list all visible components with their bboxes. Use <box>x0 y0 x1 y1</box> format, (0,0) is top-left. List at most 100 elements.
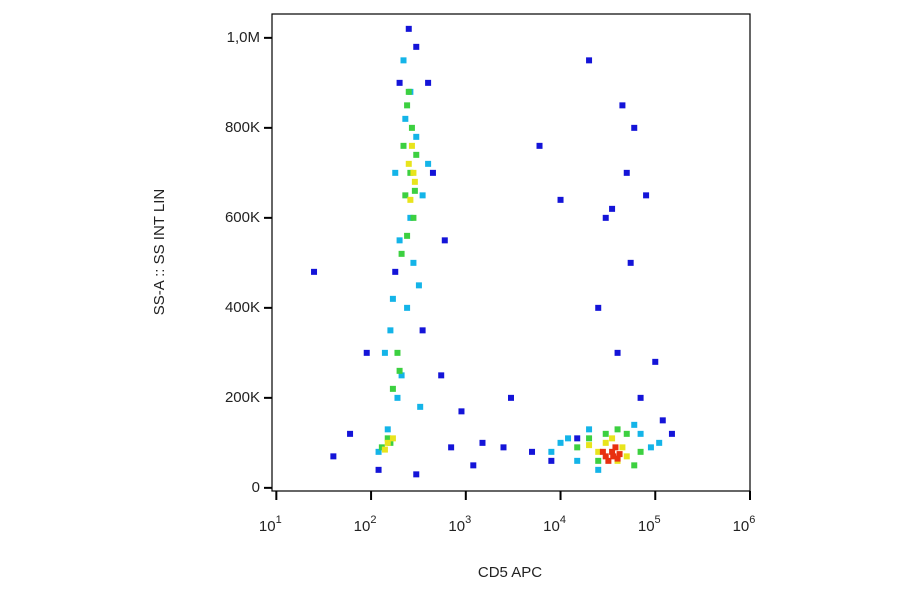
point <box>398 250 405 257</box>
point <box>614 455 621 462</box>
point <box>586 435 593 442</box>
point <box>652 358 659 365</box>
point <box>623 430 630 437</box>
x-tick-base: 10 <box>259 518 276 535</box>
point <box>384 435 391 442</box>
point <box>405 25 412 32</box>
point <box>413 43 420 50</box>
point <box>631 421 638 428</box>
point <box>410 169 417 176</box>
x-tick-exponent: 6 <box>749 514 755 526</box>
point <box>375 448 382 455</box>
point <box>441 237 448 244</box>
point <box>389 435 396 442</box>
point <box>619 444 626 451</box>
point <box>500 444 507 451</box>
point <box>458 408 465 415</box>
point <box>574 435 581 442</box>
point <box>392 268 399 275</box>
point <box>595 448 602 455</box>
y-tick-label: 1,0M <box>227 29 260 46</box>
point <box>410 214 417 221</box>
y-tick-label: 800K <box>225 119 260 136</box>
point <box>415 282 422 289</box>
point <box>619 102 626 109</box>
point <box>413 151 420 158</box>
point <box>404 232 411 239</box>
y-axis-label: SS-A :: SS INT LIN <box>151 189 168 315</box>
point <box>384 439 391 446</box>
point <box>610 453 617 460</box>
y-tick-label: 400K <box>225 299 260 316</box>
point <box>602 214 609 221</box>
point <box>429 169 436 176</box>
y-tick-label: 600K <box>225 209 260 226</box>
point <box>438 372 445 379</box>
point <box>631 124 638 131</box>
x-tick-base: 10 <box>543 518 560 535</box>
point <box>616 451 623 458</box>
point <box>647 444 654 451</box>
point <box>411 187 418 194</box>
point <box>384 426 391 433</box>
point <box>425 160 432 167</box>
point <box>602 430 609 437</box>
point <box>392 169 399 176</box>
point <box>599 448 606 455</box>
point <box>398 372 405 379</box>
x-tick-label: 104 <box>543 514 566 535</box>
x-tick-base: 10 <box>354 518 371 535</box>
x-tick-exponent: 5 <box>655 514 661 526</box>
point <box>595 466 602 473</box>
point <box>400 142 407 149</box>
point <box>614 349 621 356</box>
point <box>389 385 396 392</box>
point <box>508 394 514 401</box>
point <box>529 448 536 455</box>
point <box>330 453 337 460</box>
point <box>405 160 412 167</box>
point <box>425 79 432 86</box>
point <box>470 462 477 469</box>
point <box>586 426 593 433</box>
x-tick-base: 10 <box>638 518 655 535</box>
point <box>396 367 403 374</box>
point <box>637 448 644 455</box>
point <box>363 349 370 356</box>
point <box>394 394 401 401</box>
x-tick-base: 10 <box>448 518 465 535</box>
y-tick-label: 0 <box>252 479 260 496</box>
point <box>381 349 388 356</box>
point <box>586 57 593 64</box>
point <box>612 444 619 451</box>
point <box>311 268 318 275</box>
point <box>557 439 564 446</box>
point <box>668 430 675 437</box>
point <box>400 57 407 64</box>
x-tick-exponent: 4 <box>560 514 566 526</box>
point <box>402 115 409 122</box>
point <box>565 435 572 442</box>
point <box>394 349 401 356</box>
x-tick-exponent: 2 <box>370 514 376 526</box>
point <box>595 457 602 464</box>
point <box>574 457 581 464</box>
x-tick-exponent: 3 <box>465 514 471 526</box>
x-tick-exponent: 1 <box>276 514 282 526</box>
point <box>413 471 420 478</box>
point <box>637 430 644 437</box>
point <box>643 192 650 199</box>
point <box>595 304 602 311</box>
plot-frame <box>271 13 751 492</box>
point <box>586 442 593 449</box>
point <box>381 446 388 453</box>
x-tick-label: 105 <box>638 514 661 535</box>
point <box>378 444 385 451</box>
point <box>479 439 486 446</box>
point <box>389 295 396 302</box>
y-tick-label: 200K <box>225 389 260 406</box>
point <box>405 88 412 95</box>
point <box>602 439 609 446</box>
point <box>536 142 543 149</box>
point <box>656 439 663 446</box>
